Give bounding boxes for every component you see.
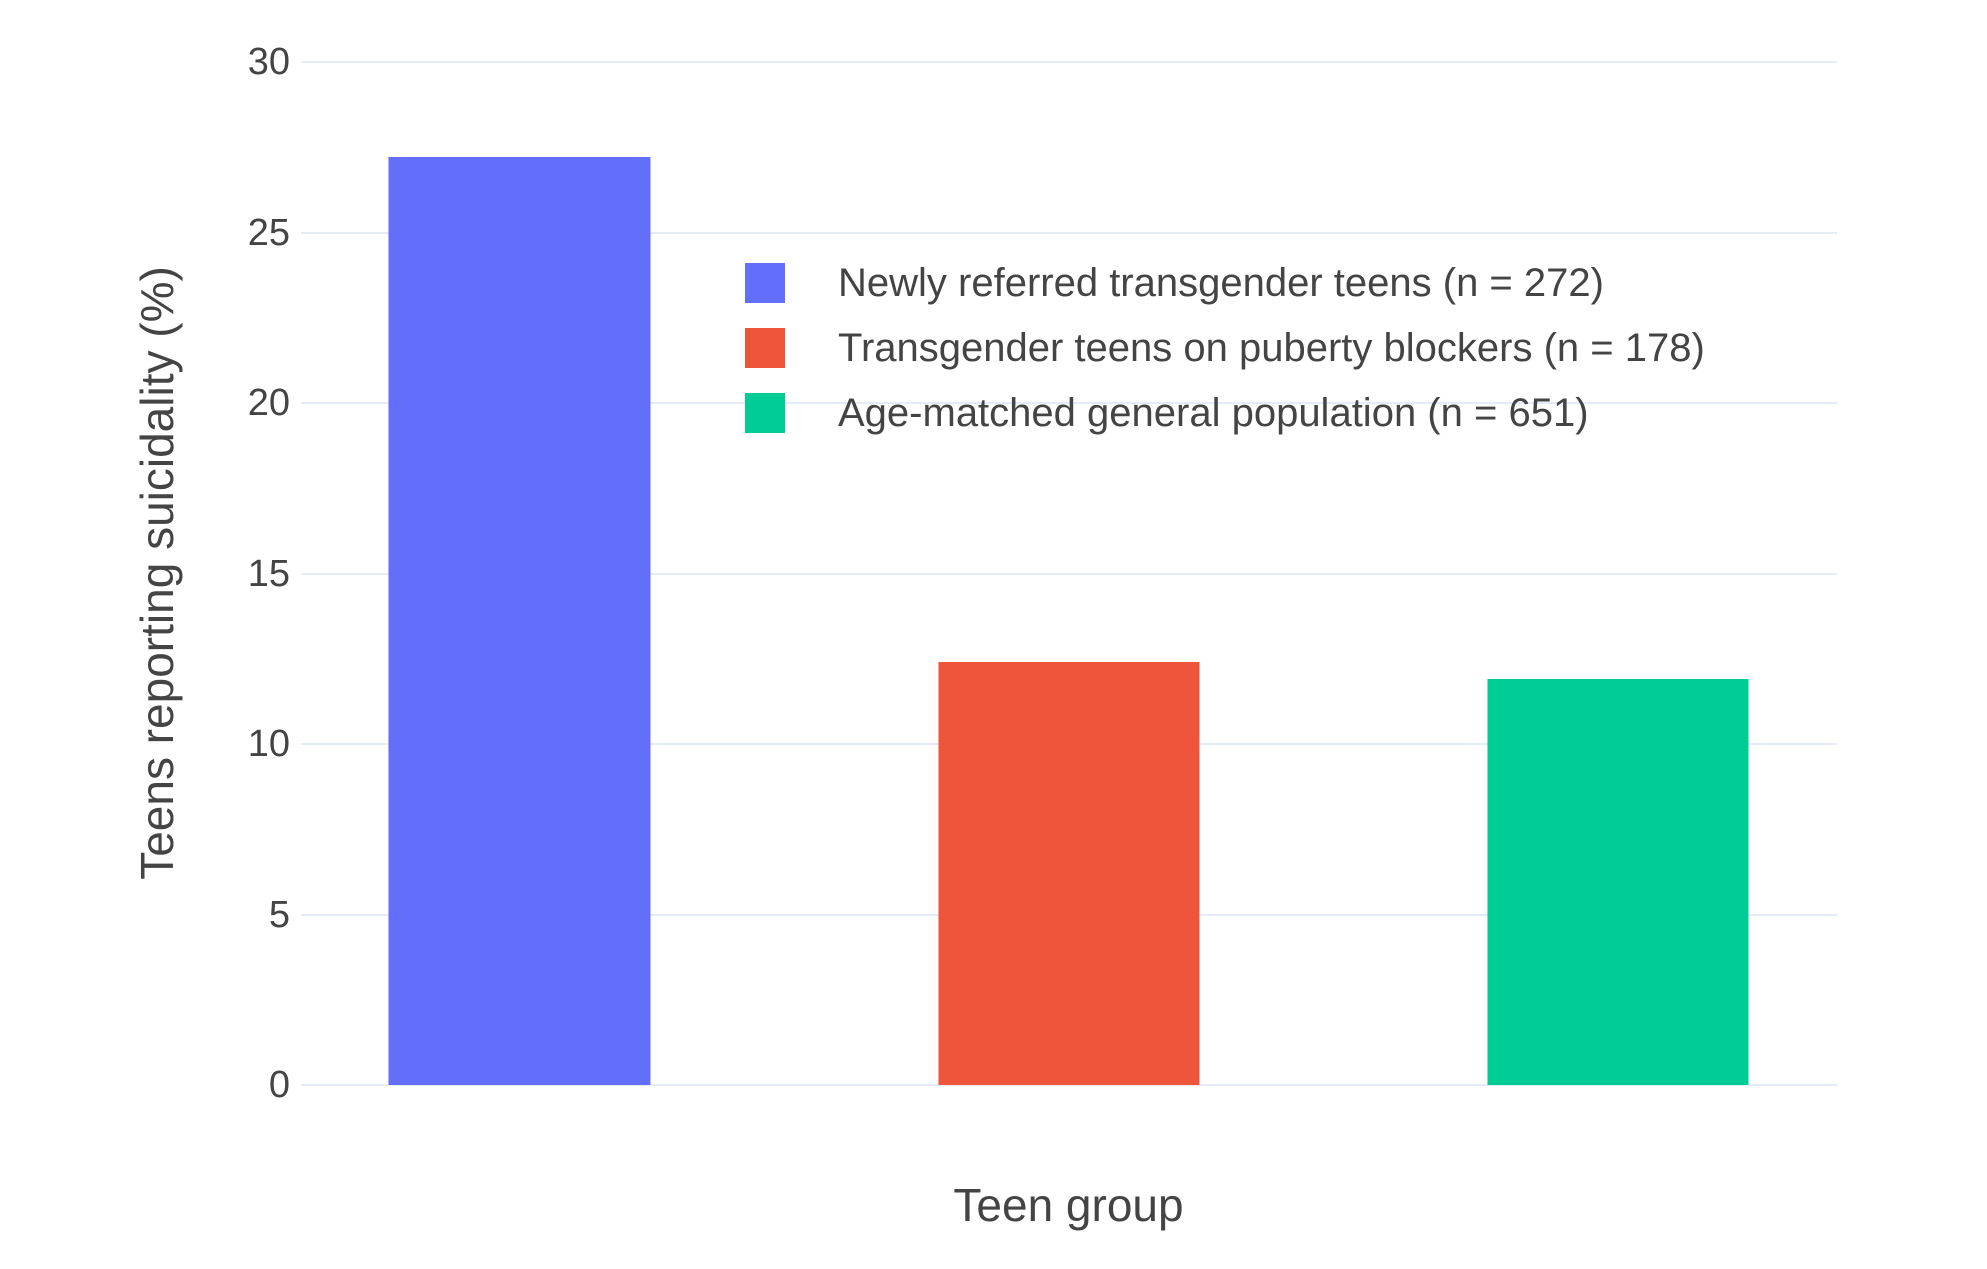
- y-tick-label: 0: [268, 1064, 290, 1106]
- y-tick-label: 20: [247, 382, 290, 424]
- zero-line: [301, 1084, 1837, 1086]
- legend-item-2: Transgender teens on puberty blockers (n…: [745, 328, 1705, 368]
- legend: Newly referred transgender teens (n = 27…: [745, 263, 1705, 433]
- bar-3: [1486, 679, 1749, 1085]
- legend-label: Newly referred transgender teens (n = 27…: [838, 261, 1604, 305]
- legend-item-1: Newly referred transgender teens (n = 27…: [745, 263, 1705, 303]
- legend-swatch-icon: [745, 263, 785, 303]
- legend-item-3: Age-matched general population (n = 651): [745, 393, 1705, 433]
- bar-1: [388, 157, 651, 1085]
- legend-label: Transgender teens on puberty blockers (n…: [838, 326, 1705, 370]
- legend-swatch-icon: [745, 393, 785, 433]
- x-axis-title: Teen group: [953, 1179, 1184, 1231]
- plot-area: [245, 61, 1892, 1086]
- y-tick-label: 10: [247, 723, 290, 765]
- y-tick-label: 30: [247, 41, 290, 83]
- y-gridline: [301, 572, 1837, 575]
- y-tick-label: 25: [247, 211, 290, 254]
- legend-swatch-icon: [745, 328, 785, 368]
- y-tick-label: 5: [268, 893, 290, 936]
- bar-2: [937, 662, 1200, 1085]
- y-gridline: [301, 61, 1837, 63]
- y-gridline: [301, 402, 1837, 404]
- legend-label: Age-matched general population (n = 651): [838, 391, 1589, 435]
- y-tick-label: 15: [247, 552, 290, 595]
- y-gridline: [301, 231, 1837, 234]
- y-axis-tick-labels: 0 5 10 15 20 25 30: [0, 43, 290, 1104]
